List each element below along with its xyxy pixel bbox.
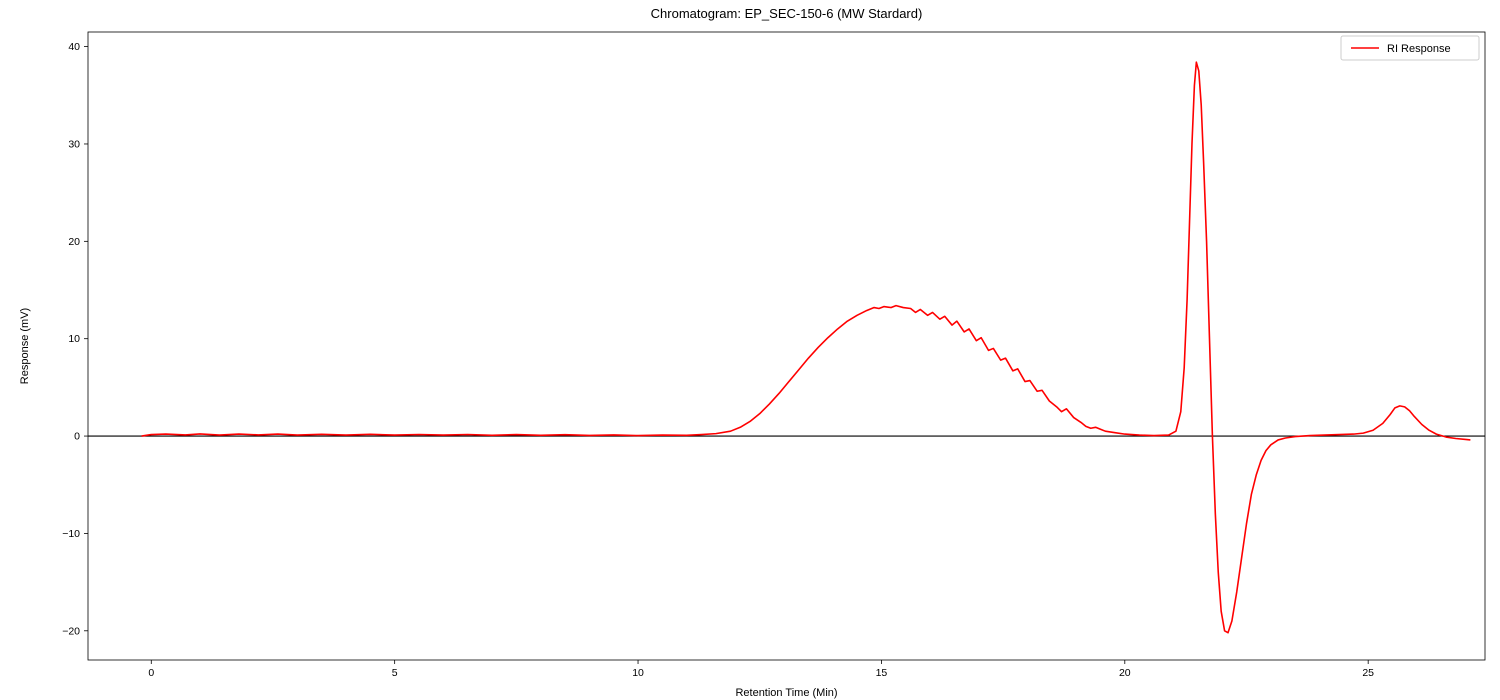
chart-svg: 0 5 10 15 20 25 −20 −10 0 10 20 30 40 Chromatogram: E… (0, 0, 1500, 700)
x-tick-label: 15 (876, 667, 888, 679)
x-axis-label: Retention Time (Min) (735, 687, 837, 699)
chromatogram-chart: 0 5 10 15 20 25 −20 −10 0 10 20 30 40 Chromatogram: E… (0, 0, 1500, 700)
y-tick-label: −10 (62, 528, 80, 540)
x-tick-label: 20 (1119, 667, 1131, 679)
y-axis-label: Response (mV) (19, 308, 31, 384)
x-tick-label: 5 (392, 667, 398, 679)
legend-label: RI Response (1387, 43, 1451, 55)
x-tick-label: 10 (632, 667, 644, 679)
y-tick-label: 0 (74, 431, 80, 443)
x-tick-label: 25 (1362, 667, 1374, 679)
y-tick-label: 30 (68, 138, 80, 150)
y-tick-label: 20 (68, 236, 80, 248)
y-tick-label: 40 (68, 41, 80, 53)
y-tick-label: 10 (68, 333, 80, 345)
y-tick-label: −20 (62, 625, 80, 637)
chart-title: Chromatogram: EP_SEC-150-6 (MW Stardard) (651, 6, 923, 21)
x-tick-label: 0 (148, 667, 154, 679)
